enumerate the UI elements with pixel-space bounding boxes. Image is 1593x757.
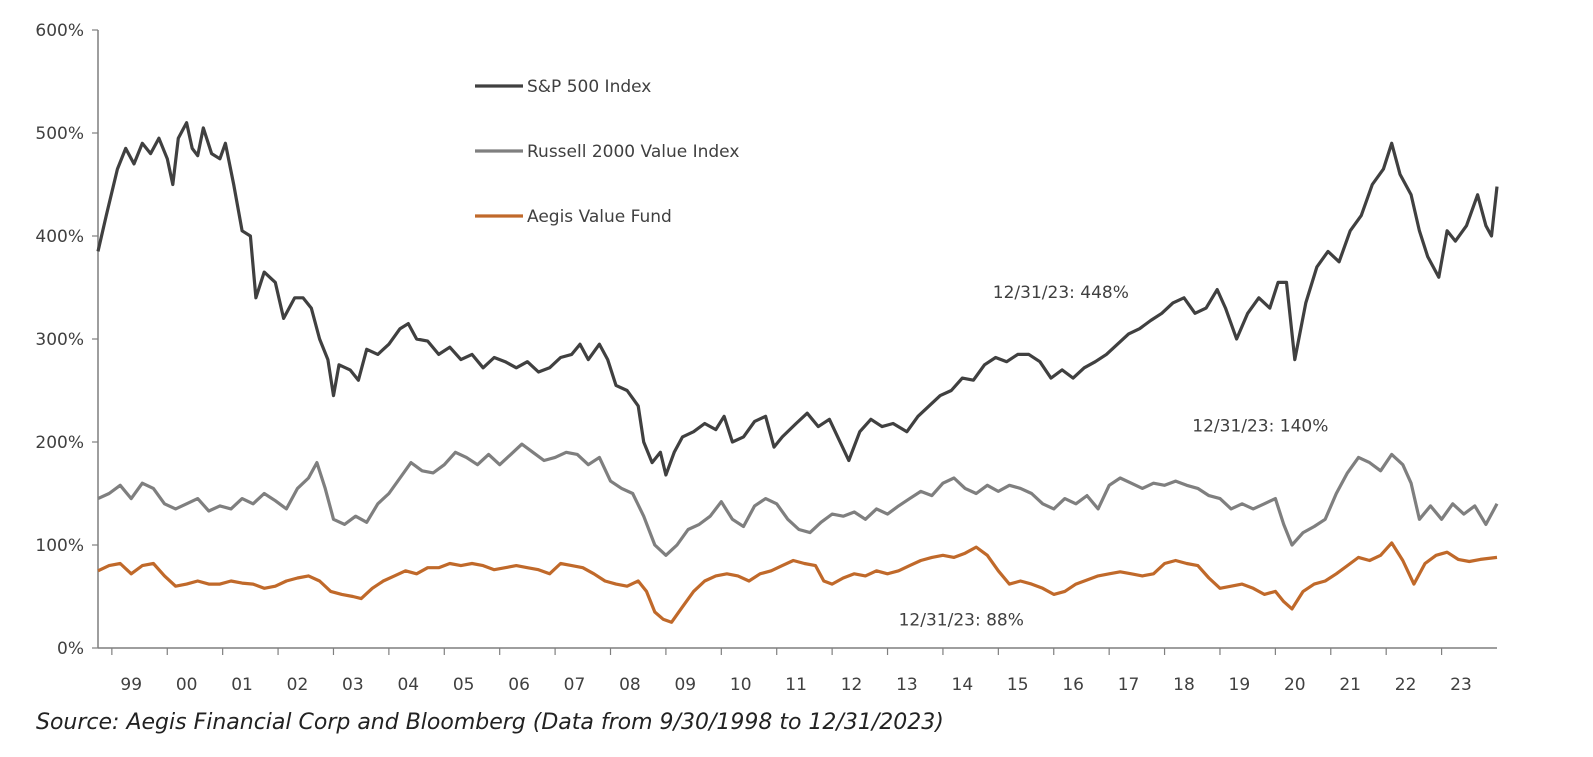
y-tick-label: 300% [35,330,84,350]
x-tick-label: 11 [785,675,807,695]
series-line-aegis-value-fund [97,541,1498,624]
y-tick-label: 500% [35,124,84,144]
x-tick-label: 10 [730,675,752,695]
annotations-group: 12/31/23: 448% 12/31/23: 140% 12/31/23: 88… [899,283,1329,631]
x-tick-label: 02 [287,675,309,695]
source-note: Source: Aegis Financial Corp and Bloombe… [36,710,944,735]
x-tick-label: 21 [1339,675,1361,695]
y-tick-label: 400% [35,227,84,247]
x-tick-label: 18 [1173,675,1195,695]
legend-label: Russell 2000 Value Index [527,142,739,162]
x-tick-label: 00 [176,675,198,695]
x-tick-label: 06 [508,675,530,695]
series-line-s-p-500-index [96,121,1499,477]
y-tick-label: 200% [35,433,84,453]
x-tick-label: 04 [397,675,419,695]
x-tick-label: 16 [1062,675,1084,695]
x-tick-label: 15 [1007,675,1029,695]
x-tick-label: 14 [952,675,974,695]
legend-label: S&P 500 Index [527,77,651,97]
x-tick-label: 23 [1450,675,1472,695]
x-tick-label: 13 [896,675,918,695]
y-tick-label: 0% [57,639,84,659]
axes: 0% 100% 200% 300% 400% 500% 600% 99 00 01 02 03 04 05… [35,21,1497,695]
y-tick-label: 600% [35,21,84,41]
series-group [96,121,1499,624]
x-tick-label: 19 [1229,675,1251,695]
x-tick-label: 08 [619,675,641,695]
x-tick-label: 05 [453,675,475,695]
x-tick-label: 07 [564,675,586,695]
y-tick-label: 100% [35,536,84,556]
x-tick-label: 01 [231,675,253,695]
legend-label: Aegis Value Fund [527,207,672,227]
legend: S&P 500 Index Russell 2000 Value Index Aeg… [475,77,739,227]
annotation-label: 12/31/23: 448% [993,283,1129,303]
x-tick-label: 22 [1395,675,1417,695]
x-tick-label: 99 [120,675,142,695]
series-line-russell-2000-value-index [97,442,1499,557]
annotation-label: 12/31/23: 88% [899,610,1024,630]
x-tick-label: 12 [841,675,863,695]
x-tick-label: 17 [1118,675,1140,695]
x-tick-label: 03 [342,675,364,695]
x-tick-label: 09 [674,675,696,695]
annotation-label: 12/31/23: 140% [1192,417,1328,437]
x-tick-label: 20 [1284,675,1306,695]
